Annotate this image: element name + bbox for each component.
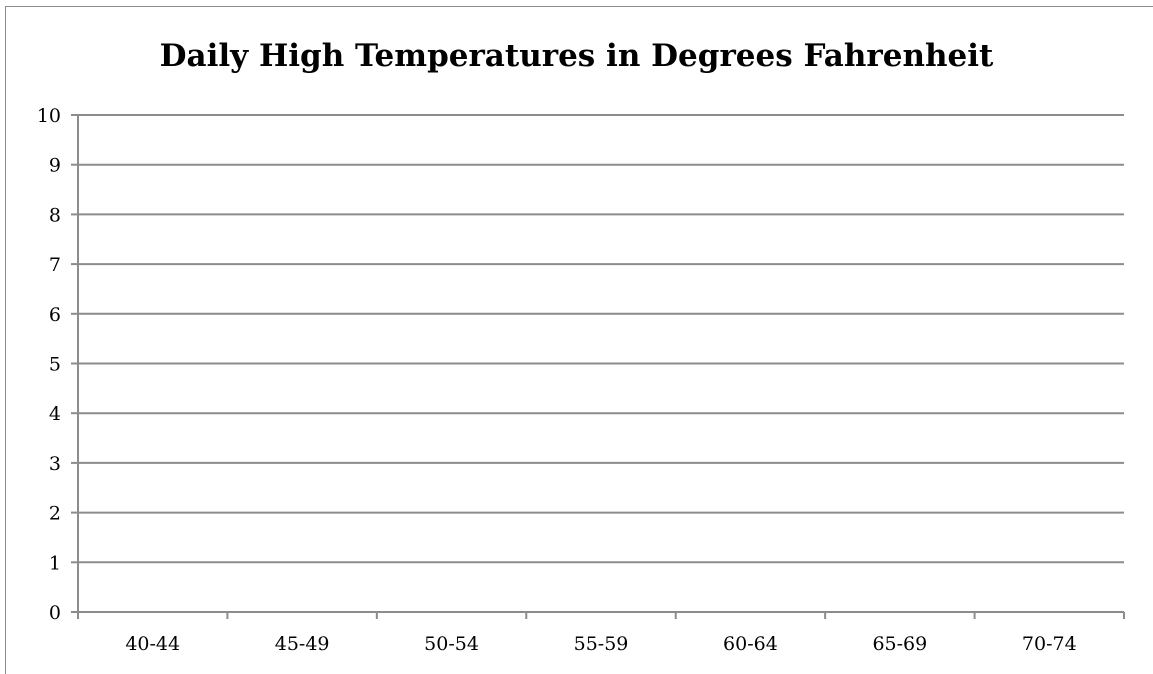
y-tick-label-10: 10 xyxy=(37,105,61,127)
chart-title: Daily High Temperatures in Degrees Fahre… xyxy=(159,38,994,74)
frame-left-border xyxy=(5,6,6,674)
y-tick-label-6: 6 xyxy=(49,304,61,326)
y-tick-label-2: 2 xyxy=(49,503,61,525)
x-tick-label-40-44: 40-44 xyxy=(125,633,180,655)
y-tick-label-8: 8 xyxy=(49,204,61,226)
x-tick-label-65-69: 65-69 xyxy=(872,633,927,655)
y-tick-label-3: 3 xyxy=(49,453,61,475)
y-tick-label-4: 4 xyxy=(49,403,61,425)
y-tick-label-9: 9 xyxy=(49,155,61,177)
y-tick-label-7: 7 xyxy=(49,254,61,276)
x-tick-label-55-59: 55-59 xyxy=(574,633,629,655)
x-tick-label-50-54: 50-54 xyxy=(424,633,479,655)
frame-top-border xyxy=(5,6,1153,7)
x-tick-label-60-64: 60-64 xyxy=(723,633,778,655)
y-tick-label-5: 5 xyxy=(49,354,61,376)
y-tick-label-1: 1 xyxy=(49,552,61,574)
y-tick-label-0: 0 xyxy=(49,602,61,624)
x-tick-label-45-49: 45-49 xyxy=(275,633,330,655)
x-tick-label-70-74: 70-74 xyxy=(1022,633,1077,655)
